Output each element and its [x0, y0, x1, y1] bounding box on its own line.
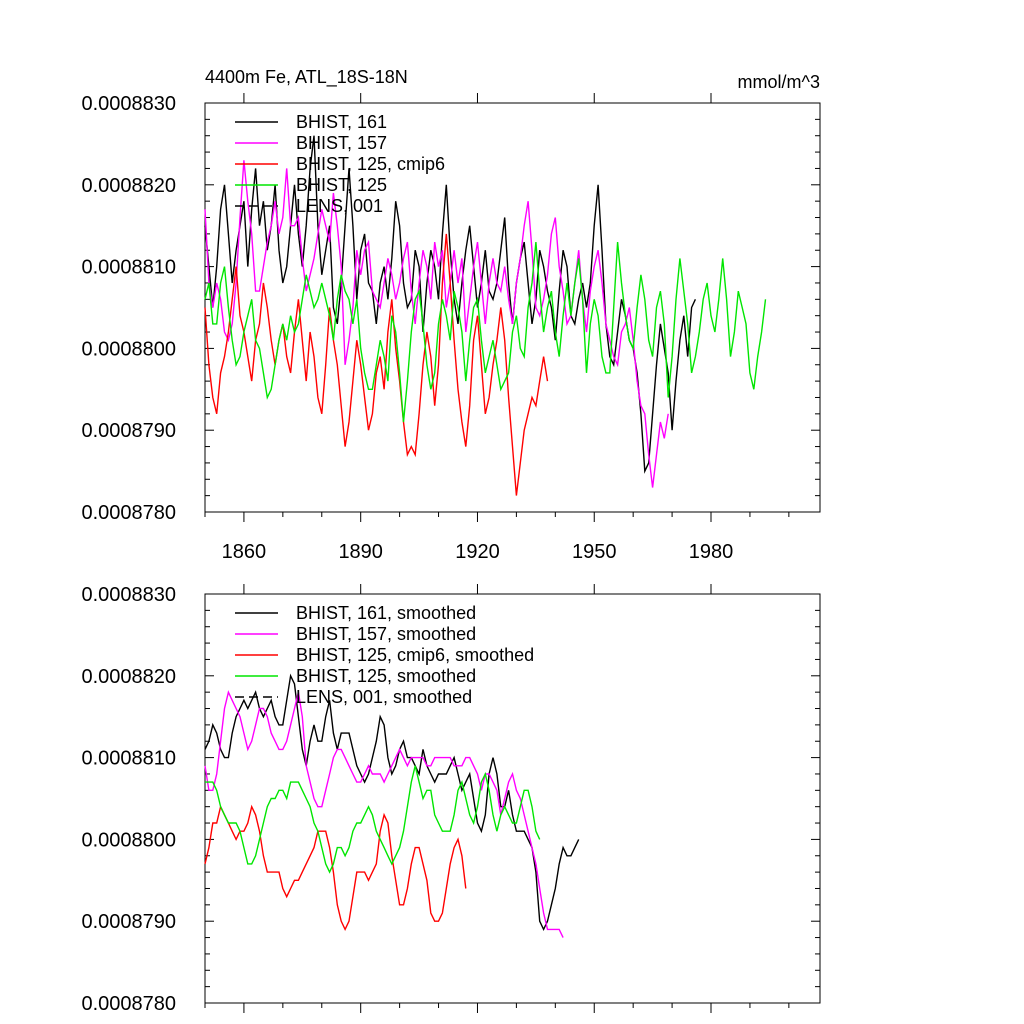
legend-label: BHIST, 125, cmip6	[296, 154, 445, 174]
ytick-label: 0.0008810	[81, 748, 176, 770]
series-line	[204, 242, 767, 423]
ytick-label: 0.0008800	[81, 338, 176, 360]
legend-label: BHIST, 161, smoothed	[296, 603, 476, 623]
ytick-label: 0.0008820	[81, 666, 176, 688]
legend-label: LENS, 001	[296, 196, 383, 216]
series-line	[204, 135, 697, 474]
xtick-label: 1890	[338, 541, 383, 563]
series-line	[204, 233, 549, 496]
series-line	[205, 765, 541, 874]
legend-label: BHIST, 125, smoothed	[296, 666, 476, 686]
top-panel-title: 4400m Fe, ATL_18S-18N	[205, 67, 408, 88]
ytick-label: 0.0008780	[81, 993, 176, 1015]
ytick-label: 0.0008830	[81, 584, 176, 606]
series-line	[204, 690, 564, 938]
xtick-label: 1950	[572, 541, 617, 563]
ytick-label: 0.0008820	[81, 175, 176, 197]
xtick-label: 1860	[222, 541, 267, 563]
ytick-label: 0.0008790	[81, 420, 176, 442]
series-line	[204, 160, 669, 488]
legend-label: BHIST, 161	[296, 112, 387, 132]
ytick-label: 0.0008810	[81, 257, 176, 279]
bottom-panel: 0.0008830 0.0008820 0.0008810 0.0008800 0.00…	[81, 584, 821, 1015]
legend-label: BHIST, 157	[296, 133, 387, 153]
bottom-plot-frame	[204, 593, 821, 1004]
ytick-label: 0.0008830	[81, 93, 176, 115]
xtick-label: 1980	[689, 541, 734, 563]
ytick-label: 0.0008800	[81, 829, 176, 851]
series-line	[204, 673, 580, 932]
top-panel-units: mmol/m^3	[738, 72, 820, 92]
top-panel: 4400m Fe, ATL_18S-18N mmol/m^3 0.0008830…	[81, 67, 821, 563]
legend-label: BHIST, 125	[296, 175, 387, 195]
legend-label: BHIST, 125, cmip6, smoothed	[296, 645, 534, 665]
series-line	[204, 804, 467, 932]
xtick-label: 1920	[455, 541, 500, 563]
legend-label: BHIST, 157, smoothed	[296, 624, 476, 644]
ytick-label: 0.0008790	[81, 911, 176, 933]
legend-label: LENS, 001, smoothed	[296, 687, 472, 707]
ytick-label: 0.0008780	[81, 502, 176, 524]
